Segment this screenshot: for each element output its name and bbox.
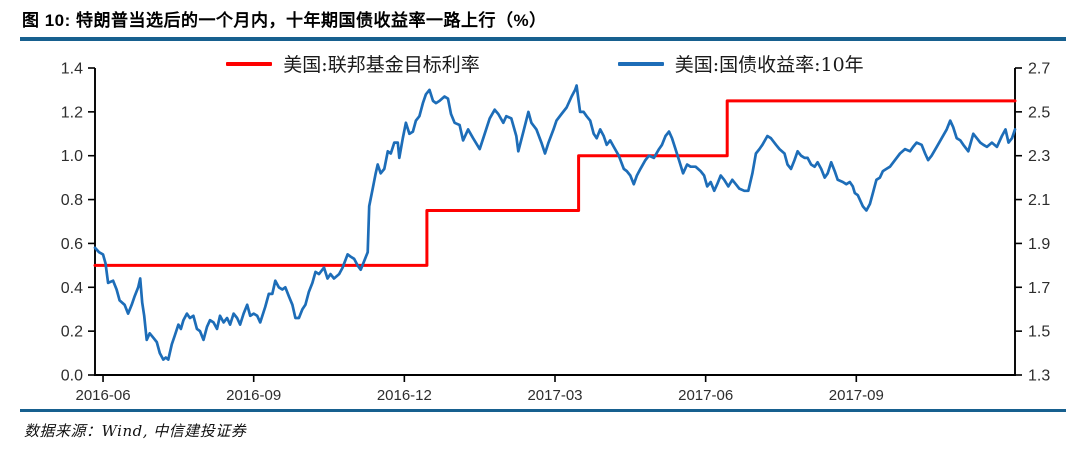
right-axis-tick-label: 2.1 [1028,192,1050,209]
data-source: 数据来源：Wind, 中信建投证券 [24,422,247,440]
x-axis-tick-label: 2016-06 [76,387,131,404]
x-axis-tick-label: 2017-03 [527,387,582,404]
left-axis-tick-label: 0.0 [61,368,83,385]
left-axis-tick-label: 0.8 [61,192,83,209]
x-axis-tick-label: 2016-12 [377,387,432,404]
x-axis-tick-label: 2017-06 [678,387,733,404]
footer-divider [20,409,1066,412]
right-axis-tick-label: 1.5 [1028,324,1050,341]
left-axis-tick-label: 0.2 [61,324,83,341]
x-axis-tick-label: 2017-09 [829,387,884,404]
series-line-2 [93,84,1017,361]
left-axis-tick-label: 1.4 [61,61,83,78]
right-axis-tick-label: 2.7 [1028,61,1050,78]
left-axis-tick-label: 1.2 [61,104,83,121]
left-axis-tick-label: 0.6 [61,236,83,253]
left-axis-tick-label: 0.4 [61,280,83,297]
right-axis-tick-label: 1.9 [1028,236,1050,253]
x-axis-tick-label: 2016-09 [226,387,281,404]
right-axis-tick-label: 1.7 [1028,280,1050,297]
right-axis-tick-label: 1.3 [1028,368,1050,385]
series-line-1 [93,99,1017,267]
title-divider [20,37,1066,41]
line-chart-canvas: 1.4 1.2 1.0 0.8 0.6 0.4 0.2 0.0 2.7 2.5 2.3 2.1 1.9 1… [61,61,1051,405]
right-axis-tick-label: 2.3 [1028,148,1050,165]
figure-title: 图 10: 特朗普当选后的一个月内，十年期国债收益率一路上行（%） [22,11,547,30]
chart-area: 1.4 1.2 1.0 0.8 0.6 0.4 0.2 0.0 2.7 2.5 2.3 2.1 1.9 1… [0,45,1090,407]
left-axis-tick-label: 1.0 [61,148,83,165]
right-axis-tick-label: 2.5 [1028,104,1050,121]
